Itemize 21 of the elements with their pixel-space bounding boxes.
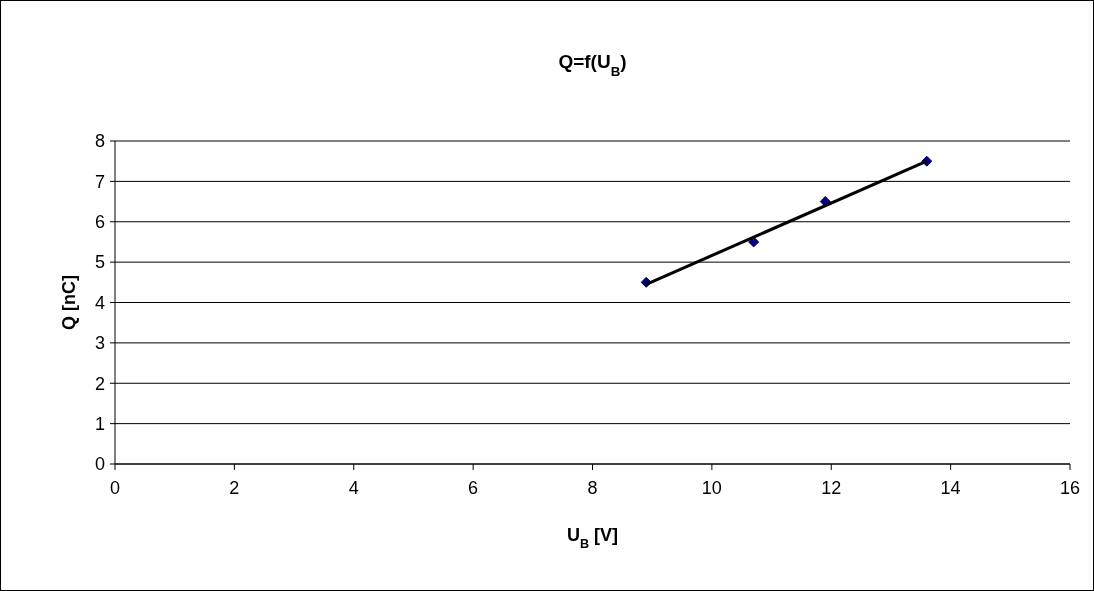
x-tick-label: 14 xyxy=(940,478,961,498)
y-tick-label: 5 xyxy=(94,252,105,273)
y-tick-label: 4 xyxy=(94,292,105,313)
y-tick-label: 3 xyxy=(94,333,105,354)
x-tick-label: 4 xyxy=(348,478,359,498)
x-tick-label: 10 xyxy=(701,478,722,498)
x-tick-label: 8 xyxy=(587,478,598,498)
y-tick-label: 0 xyxy=(94,454,105,475)
y-axis-title: Q [nC] xyxy=(59,275,79,330)
chart-title: Q=f(U$_{B}$) xyxy=(558,51,627,79)
x-axis-title: U$_{B}$ [V] xyxy=(566,525,619,551)
x-tick-label: 6 xyxy=(468,478,479,498)
y-tick-label: 8 xyxy=(94,131,105,152)
x-tick-label: 12 xyxy=(821,478,842,498)
x-tick-label: 0 xyxy=(109,478,121,498)
y-tick-label: 6 xyxy=(94,212,105,233)
y-tick-label: 7 xyxy=(94,171,105,192)
y-tick-label: 1 xyxy=(94,413,105,434)
y-tick-label: 2 xyxy=(94,373,105,394)
x-tick-label: 16 xyxy=(1059,478,1081,498)
x-tick-label: 2 xyxy=(229,478,240,498)
